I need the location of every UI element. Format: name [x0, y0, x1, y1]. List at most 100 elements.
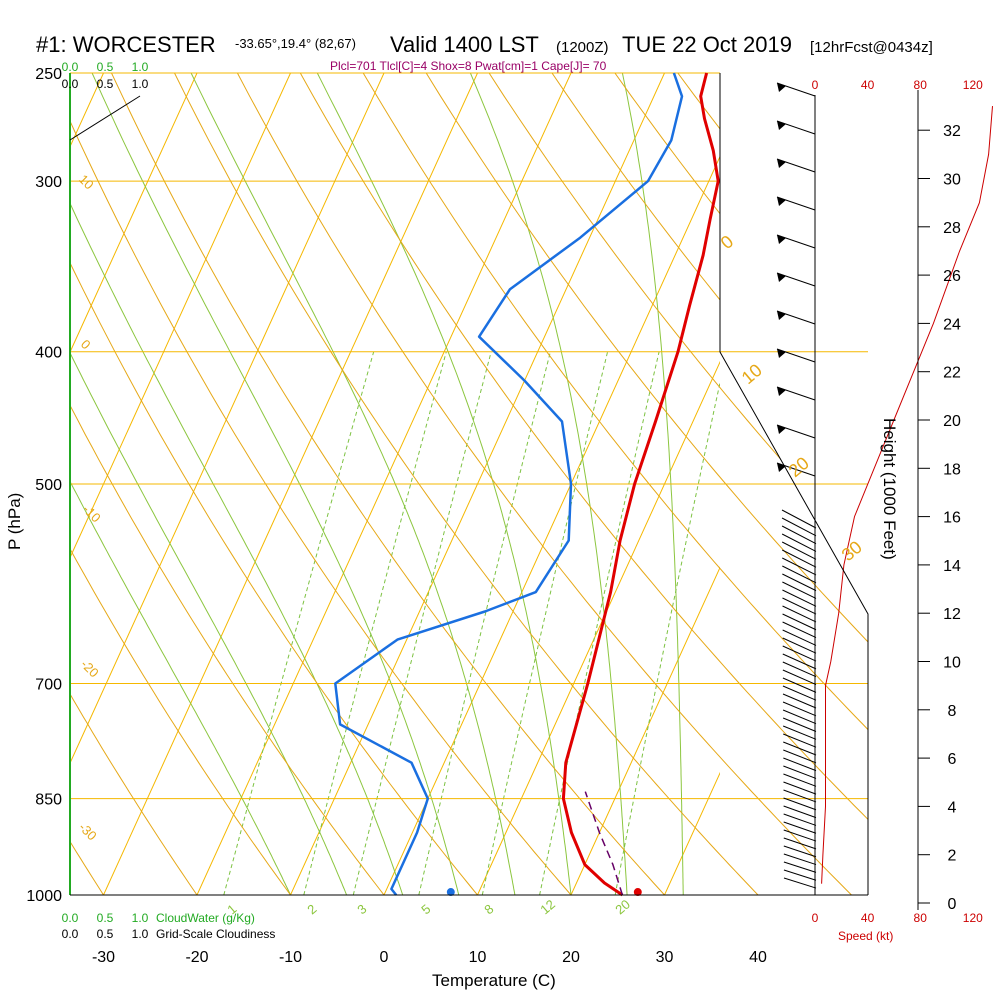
mixing-ratio-line [223, 351, 375, 895]
height-tick-label: 30 [943, 172, 961, 189]
dry-adiabat [930, 73, 1000, 895]
moist-adiabat [70, 351, 348, 895]
wind-barb [783, 853, 817, 866]
pressure-tick-label: 850 [35, 792, 62, 809]
moist-adiabat [316, 73, 572, 895]
wind-barb [783, 757, 817, 772]
mixing-ratio-label: 12 [537, 897, 558, 918]
speed-tick-bottom: 80 [914, 911, 928, 925]
wind-barb-pennant [777, 311, 786, 320]
mixing-ratio-label: 2 [304, 901, 319, 917]
wind-barb-pennant [777, 121, 786, 130]
wind-barb [783, 837, 817, 850]
pressure-tick-label: 500 [35, 477, 62, 494]
mixing-ratio-label: 3 [354, 901, 369, 917]
dry-adiabat-label: -30 [76, 820, 100, 844]
wind-barb [782, 629, 817, 646]
cloud-scale-bottom-black: 1.0 [132, 927, 149, 941]
mixing-ratio-label: 8 [481, 901, 496, 917]
pressure-tick-label: 300 [35, 174, 62, 191]
dry-adiabat [70, 73, 291, 895]
dry-adiabat-label: -20 [78, 657, 102, 681]
height-tick-label: 16 [943, 510, 961, 527]
temperature-tick-label: 0 [380, 949, 389, 966]
moist-adiabat [91, 73, 460, 895]
wind-barb [781, 509, 817, 529]
wind-barb [782, 557, 817, 576]
mixing-ratio-line [539, 351, 660, 895]
moist-adiabat [190, 73, 516, 895]
x-axis-label: Temperature (C) [432, 971, 556, 990]
cloud-scale-top-black: 0.5 [97, 77, 114, 91]
isotherm-line [70, 73, 198, 354]
chart-title-valid: Valid 1400 LST [390, 32, 539, 57]
cloud-scale-bottom-green: 0.5 [97, 911, 114, 925]
chart-title-forecast: [12hrFcst@0434z] [810, 39, 933, 56]
chart-title-zulu: (1200Z) [556, 39, 609, 56]
moist-adiabat-label: 10 [738, 360, 766, 388]
wind-barb [783, 829, 817, 842]
dry-adiabat [992, 73, 1000, 895]
isotherm-line [0, 73, 10, 895]
chart-title-coords: -33.65°,19.4° (82,67) [235, 36, 356, 51]
wind-barb [783, 821, 817, 834]
wind-barb-pennant [777, 349, 786, 358]
height-tick-label: 6 [948, 751, 957, 768]
wind-barb [781, 541, 817, 560]
wind-barb [782, 725, 817, 740]
chart-subtitle: Plcl=701 Tlcl[C]=4 Shox=8 Pwat[cm]=1 Cap… [330, 59, 607, 73]
moist-adiabat [70, 480, 291, 895]
wind-barb [782, 701, 817, 717]
dry-adiabat [425, 73, 868, 895]
cloud-scale-top-green: 0.5 [97, 60, 114, 74]
wind-barb [783, 741, 817, 756]
temperature-tick-label: -20 [185, 949, 208, 966]
speed-tick-top: 0 [812, 78, 819, 92]
wind-barb [782, 613, 817, 631]
pressure-tick-label: 1000 [26, 888, 62, 905]
temperature-tick-label: 10 [469, 949, 487, 966]
height-tick-label: 24 [943, 316, 961, 333]
height-tick-label: 0 [948, 896, 957, 913]
height-tick-label: 14 [943, 558, 961, 575]
wind-barb [782, 717, 817, 732]
height-tick-label: 18 [943, 461, 961, 478]
pressure-tick-label: 700 [35, 677, 62, 694]
cloud-scale-top-green: 0.0 [62, 60, 79, 74]
cloudwater-label: CloudWater (g/Kg) [156, 911, 255, 925]
cloudiness-label: Grid-Scale Cloudiness [156, 927, 275, 941]
temperature-tick-label: 30 [656, 949, 674, 966]
wind-barbs [776, 82, 817, 889]
dry-adiabat [362, 73, 868, 895]
height-tick-label: 20 [943, 413, 961, 430]
speed-tick-top: 80 [914, 78, 928, 92]
wind-barb [782, 589, 817, 607]
height-tick-label: 4 [948, 799, 957, 816]
cloud-scale-top-black: 1.0 [132, 77, 149, 91]
wind-speed-line [821, 106, 993, 884]
wind-barb [783, 797, 817, 811]
isotherm-line [852, 73, 1000, 895]
speed-tick-bottom: 120 [963, 911, 983, 925]
dry-adiabat [488, 73, 868, 895]
wind-barb-pennant [777, 159, 786, 168]
chart-title-station: #1: WORCESTER [36, 32, 216, 57]
height-tick-label: 12 [943, 606, 961, 623]
cloud-scale-bottom-green: 1.0 [132, 911, 149, 925]
dry-adiabat [236, 73, 852, 895]
surface-temperature-dot [633, 888, 642, 897]
dry-adiabat [0, 73, 10, 895]
temperature-line [561, 72, 720, 897]
wind-barb [783, 789, 817, 803]
dry-adiabat [70, 73, 572, 895]
wind-barb [783, 765, 817, 779]
moist-adiabat-label: 30 [838, 537, 866, 565]
cloud-scale-bottom-black: 0.0 [62, 927, 79, 941]
mixing-ratio-line [418, 351, 551, 895]
wind-barb [782, 653, 817, 670]
temperature-tick-label: 20 [562, 949, 580, 966]
speed-axis-label: Speed (kt) [838, 929, 893, 943]
temperature-tick-label: 40 [749, 949, 767, 966]
moist-adiabat [621, 73, 684, 895]
